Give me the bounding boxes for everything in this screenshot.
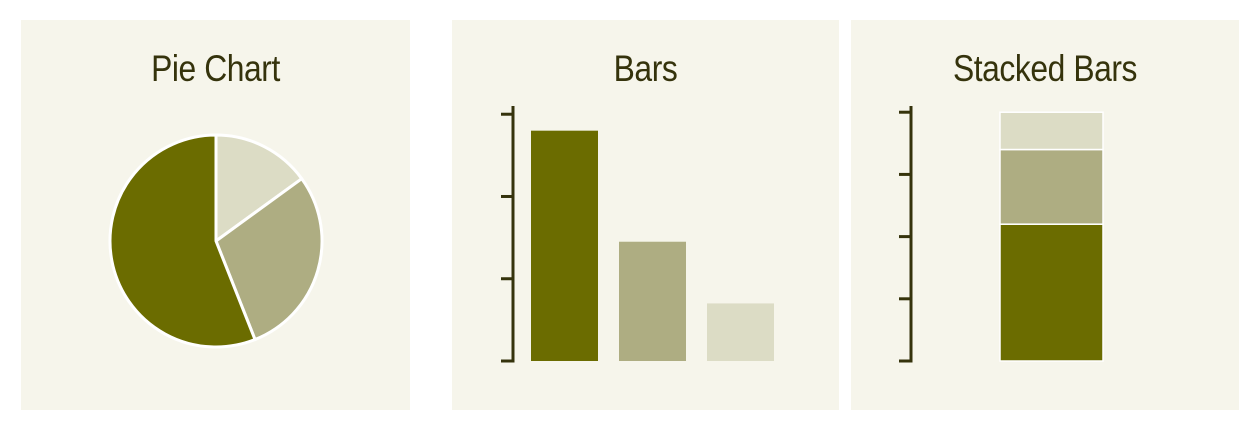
bar-chart-panel: Bars xyxy=(452,20,839,410)
bar-3 xyxy=(707,303,774,361)
bar-chart xyxy=(501,106,774,363)
stacked-bar-chart-title: Stacked Bars xyxy=(952,48,1138,89)
bar-1 xyxy=(531,130,598,361)
pie-slice-3 xyxy=(108,133,257,349)
pie-chart xyxy=(108,133,324,349)
stacked-segment-1 xyxy=(999,223,1104,362)
pie-chart-panel: Pie Chart xyxy=(21,20,410,410)
stacked-bar-chart xyxy=(899,106,1104,363)
bar-chart-title: Bars xyxy=(613,48,678,89)
stacked-segment-3 xyxy=(999,111,1104,151)
bar-2 xyxy=(619,241,686,361)
pie-slice-1 xyxy=(214,133,304,243)
stacked-bar-chart-panel: Stacked Bars xyxy=(851,20,1239,410)
pie-slice-2 xyxy=(214,177,324,342)
stacked-segment-2 xyxy=(999,148,1104,225)
pie-chart-title: Pie Chart xyxy=(151,48,280,89)
